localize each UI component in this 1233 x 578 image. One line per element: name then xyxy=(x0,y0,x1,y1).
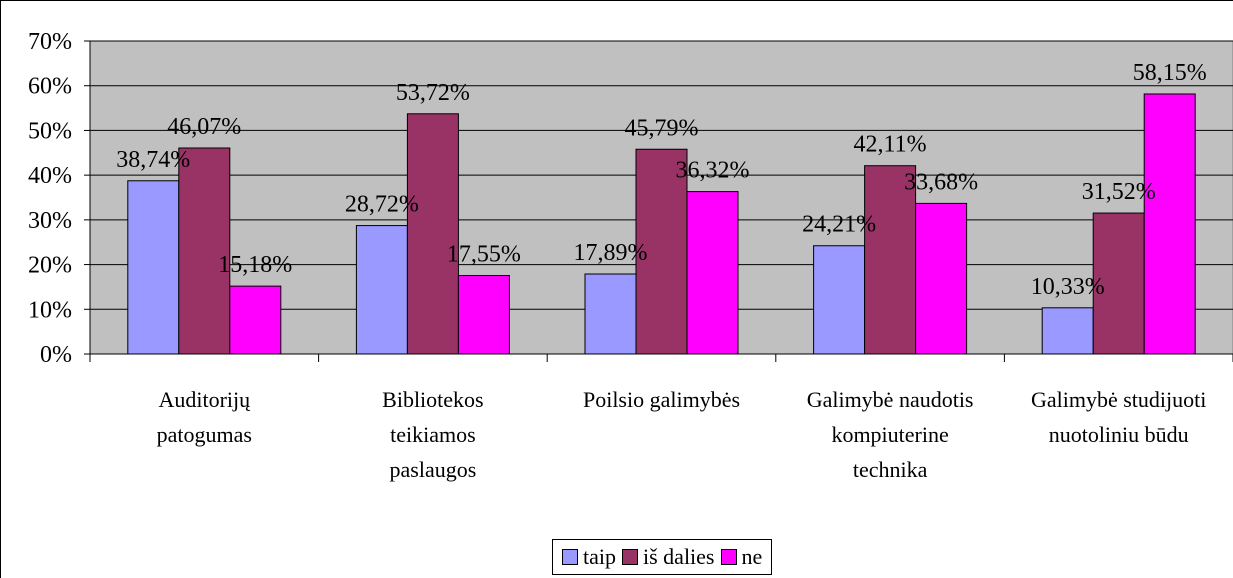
legend-swatch xyxy=(720,549,737,565)
data-label: 45,79% xyxy=(625,115,699,141)
bar xyxy=(864,165,917,355)
data-label: 17,89% xyxy=(574,240,648,266)
legend-item: iš dalies xyxy=(622,544,715,570)
y-tick-label: 0% xyxy=(40,342,72,368)
x-tick-label: Galimybė studijuoti nuotoliniu būdu xyxy=(1030,387,1207,447)
bar xyxy=(229,285,282,355)
bar xyxy=(457,275,510,355)
data-label: 33,68% xyxy=(904,169,978,195)
y-tick-label: 70% xyxy=(28,29,72,55)
x-tick-label: Poilsio galimybės xyxy=(582,387,741,412)
bar xyxy=(1092,212,1145,355)
y-tick-label: 40% xyxy=(28,163,72,189)
bar xyxy=(1041,307,1094,355)
data-label: 15,18% xyxy=(218,252,292,278)
data-label: 17,55% xyxy=(447,242,521,268)
data-label: 46,07% xyxy=(167,114,241,140)
data-label: 10,33% xyxy=(1031,274,1105,300)
bar xyxy=(127,180,180,355)
legend: taip iš dalies ne xyxy=(552,539,773,575)
data-label: 24,21% xyxy=(802,212,876,238)
legend-label: ne xyxy=(741,544,763,569)
bar xyxy=(1143,93,1196,355)
x-tick-label: Bibliotekos teikiamos paslaugos xyxy=(382,387,484,482)
bar xyxy=(406,113,459,355)
legend-item: ne xyxy=(720,544,763,570)
y-tick-label: 10% xyxy=(28,297,72,323)
bar xyxy=(686,191,739,355)
x-tick-label: Auditorijų patogumas xyxy=(156,387,252,447)
data-label: 28,72% xyxy=(345,192,419,218)
data-label: 42,11% xyxy=(854,132,927,158)
bar xyxy=(813,245,866,355)
bar xyxy=(355,225,408,355)
bar xyxy=(915,202,968,355)
legend-item: taip xyxy=(562,544,616,570)
data-label: 36,32% xyxy=(676,158,750,184)
legend-label: iš dalies xyxy=(643,544,715,569)
data-label: 58,15% xyxy=(1133,60,1207,86)
bar xyxy=(584,273,637,355)
x-tick-label: Galimybė naudotis kompiuterine technika xyxy=(806,387,974,482)
bar xyxy=(635,148,688,355)
y-tick-label: 60% xyxy=(28,74,72,100)
y-tick-label: 50% xyxy=(28,118,72,144)
legend-label: taip xyxy=(583,544,616,569)
legend-swatch xyxy=(622,549,638,565)
y-tick-label: 20% xyxy=(28,253,72,279)
legend-swatch xyxy=(562,549,578,565)
data-label: 31,52% xyxy=(1082,179,1156,205)
bar xyxy=(178,147,231,355)
data-label: 38,74% xyxy=(116,147,190,173)
data-label: 53,72% xyxy=(396,80,470,106)
y-tick-label: 30% xyxy=(28,208,72,234)
